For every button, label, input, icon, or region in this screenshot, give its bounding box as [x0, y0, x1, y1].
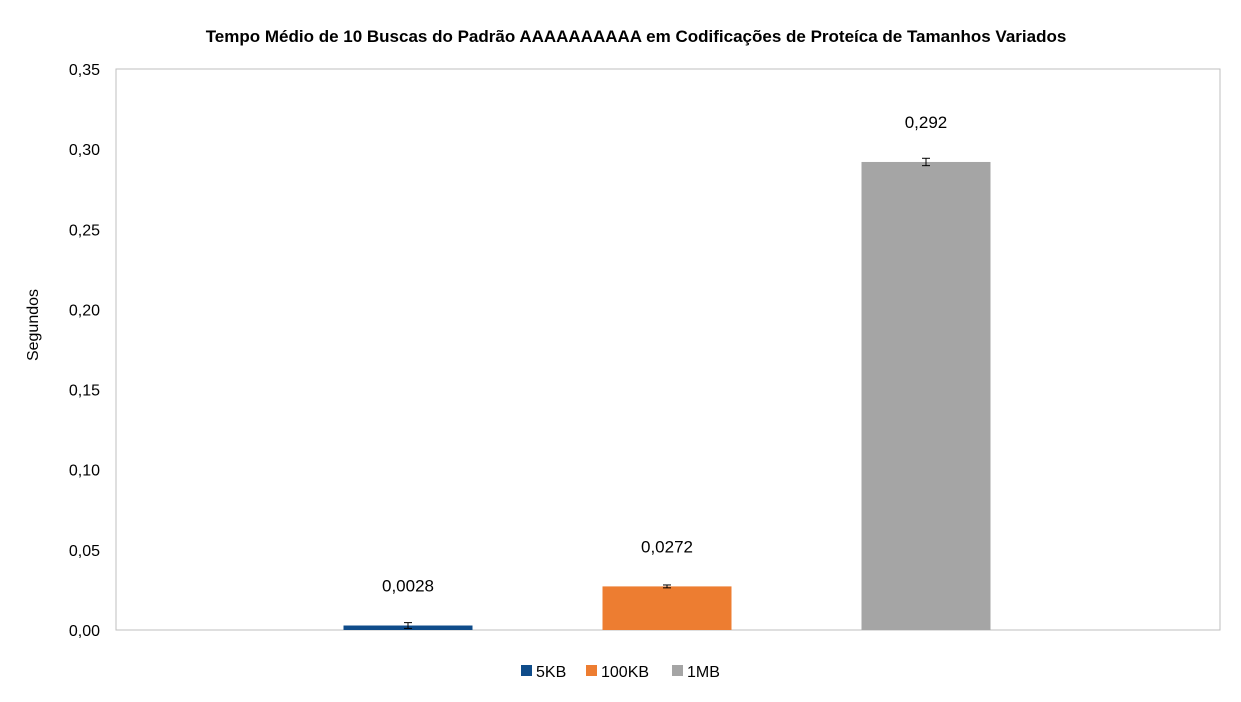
legend-entry: 1MB	[687, 664, 720, 681]
y-tick-label: 0,35	[69, 62, 100, 79]
data-label: 0,0272	[641, 537, 693, 556]
y-tick-label: 0,30	[69, 142, 100, 159]
error-bar	[404, 622, 412, 629]
y-tick-label: 0,00	[69, 623, 100, 640]
y-axis-label: Segundos	[25, 289, 42, 361]
data-label: 0,292	[905, 113, 948, 132]
legend-entry: 5KB	[536, 664, 566, 681]
chart-title: Tempo Médio de 10 Buscas do Padrão AAAAA…	[206, 27, 1067, 46]
bar-1mb	[861, 161, 991, 631]
y-axis-ticks: 0,00 0,05 0,10 0,15 0,20 0,25 0,30 0,35	[69, 62, 100, 640]
legend-entry: 100KB	[601, 664, 649, 681]
y-tick-label: 0,15	[69, 383, 100, 400]
error-bar	[922, 157, 930, 167]
legend-swatch	[586, 665, 597, 676]
y-tick-label: 0,10	[69, 463, 100, 480]
legend-swatch	[521, 665, 532, 676]
legend-swatch	[672, 665, 683, 676]
error-bar	[663, 584, 671, 589]
y-tick-label: 0,25	[69, 222, 100, 239]
y-tick-label: 0,05	[69, 543, 100, 560]
bars: 0,0028 0,0272 0,292	[343, 113, 991, 631]
y-tick-label: 0,20	[69, 302, 100, 319]
legend: 5KB 100KB 1MB	[521, 664, 720, 681]
data-label: 0,0028	[382, 577, 434, 596]
bar-100kb	[602, 586, 732, 630]
